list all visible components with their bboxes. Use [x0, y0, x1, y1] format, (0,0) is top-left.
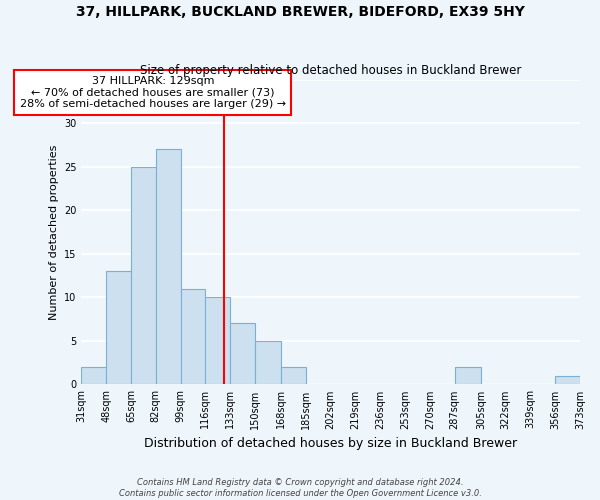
Text: 37 HILLPARK: 129sqm
← 70% of detached houses are smaller (73)
28% of semi-detach: 37 HILLPARK: 129sqm ← 70% of detached ho… — [20, 76, 286, 109]
Bar — [455, 367, 481, 384]
Bar — [106, 271, 131, 384]
Bar — [156, 149, 181, 384]
Bar — [205, 298, 230, 384]
Bar — [82, 367, 106, 384]
Title: Size of property relative to detached houses in Buckland Brewer: Size of property relative to detached ho… — [140, 64, 521, 77]
Bar — [131, 166, 156, 384]
Bar — [230, 324, 255, 384]
Bar — [181, 288, 205, 384]
Bar — [281, 367, 306, 384]
Text: 37, HILLPARK, BUCKLAND BREWER, BIDEFORD, EX39 5HY: 37, HILLPARK, BUCKLAND BREWER, BIDEFORD,… — [76, 5, 524, 19]
Text: Contains HM Land Registry data © Crown copyright and database right 2024.
Contai: Contains HM Land Registry data © Crown c… — [119, 478, 481, 498]
X-axis label: Distribution of detached houses by size in Buckland Brewer: Distribution of detached houses by size … — [144, 437, 517, 450]
Bar — [255, 341, 281, 384]
Bar — [555, 376, 580, 384]
Y-axis label: Number of detached properties: Number of detached properties — [49, 144, 59, 320]
